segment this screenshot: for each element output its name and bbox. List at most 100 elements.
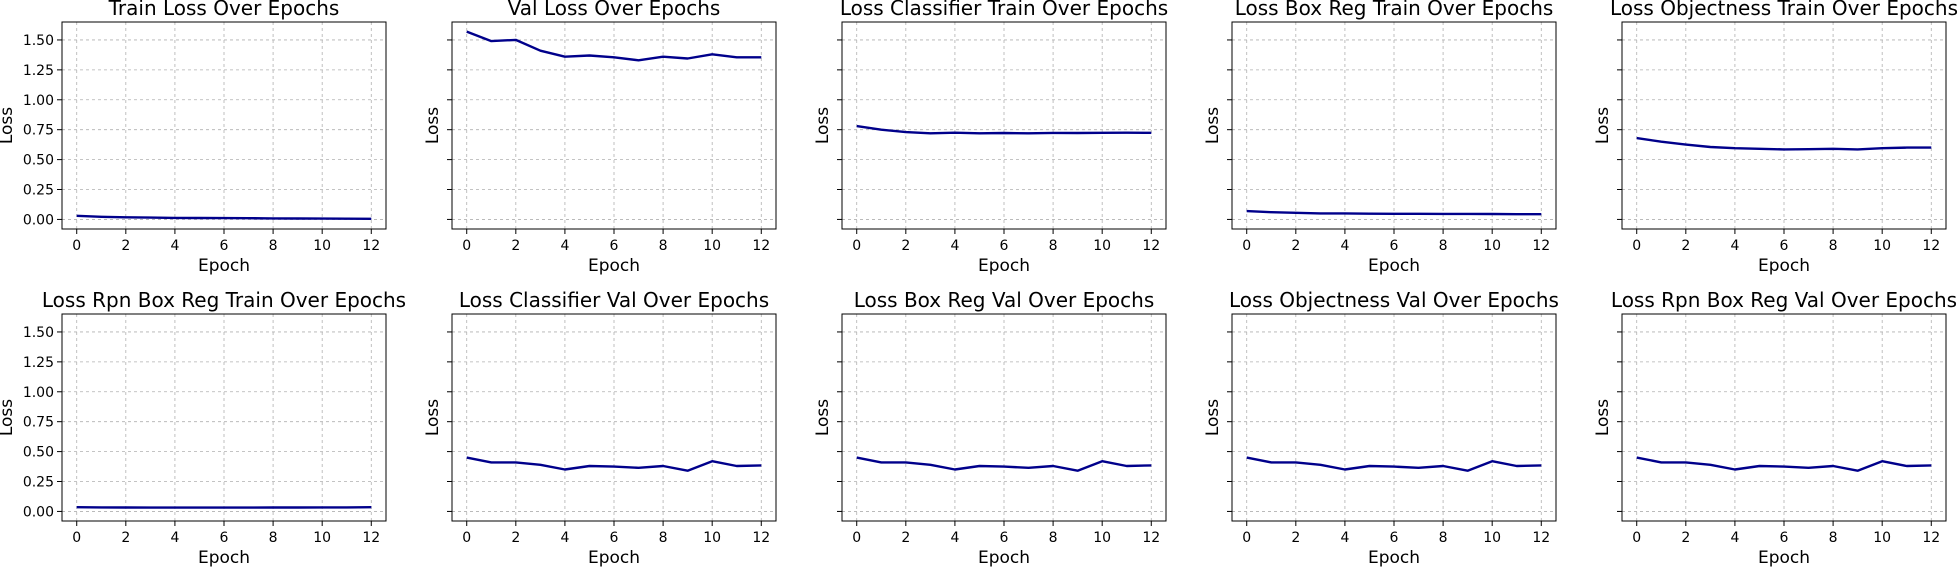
x-tick-label: 2 bbox=[1291, 530, 1300, 546]
x-tick-label: 4 bbox=[170, 530, 179, 546]
x-tick-label: 12 bbox=[752, 238, 770, 254]
x-tick-label: 8 bbox=[1049, 238, 1058, 254]
x-tick-label: 2 bbox=[511, 530, 520, 546]
y-tick-label: 1.50 bbox=[23, 325, 54, 341]
x-tick-label: 10 bbox=[1093, 238, 1111, 254]
chart-title: Train Loss Over Epochs bbox=[108, 0, 340, 20]
x-tick-label: 8 bbox=[269, 530, 278, 546]
plot-border bbox=[1621, 313, 1947, 522]
x-tick-label: 12 bbox=[1922, 530, 1940, 546]
x-tick-label: 12 bbox=[362, 238, 380, 254]
plot-border bbox=[841, 21, 1167, 230]
x-tick-label: 2 bbox=[1681, 238, 1690, 254]
x-tick-label: 12 bbox=[1532, 530, 1550, 546]
x-axis-label: Epoch bbox=[978, 548, 1030, 568]
y-axis-label: Loss bbox=[423, 107, 443, 144]
x-tick-label: 12 bbox=[1532, 238, 1550, 254]
x-axis-label: Epoch bbox=[198, 256, 250, 276]
plot-border bbox=[61, 21, 387, 230]
chart-panel-2: 0 2 4 6 8 10 12 Val Loss Over Epochs Epoch Loss bbox=[423, 0, 777, 276]
chart-title: Loss Box Reg Val Over Epochs bbox=[854, 288, 1155, 312]
x-tick-label: 4 bbox=[950, 530, 959, 546]
chart-panel-5: 0 2 4 6 8 10 12 Loss Objectness Train Over Epoc… bbox=[1593, 0, 1958, 276]
x-tick-label: 4 bbox=[170, 238, 179, 254]
y-tick-label: 0.25 bbox=[23, 475, 54, 491]
y-tick-label: 0.75 bbox=[23, 123, 54, 139]
chart-title: Loss Rpn Box Reg Train Over Epochs bbox=[42, 288, 406, 312]
x-tick-label: 12 bbox=[1922, 238, 1940, 254]
x-tick-label: 6 bbox=[1000, 530, 1009, 546]
x-tick-label: 10 bbox=[703, 238, 721, 254]
x-tick-label: 4 bbox=[560, 530, 569, 546]
y-tick-label: 0.75 bbox=[23, 415, 54, 431]
chart-title: Loss Objectness Train Over Epochs bbox=[1610, 0, 1958, 20]
x-tick-label: 6 bbox=[220, 530, 229, 546]
x-tick-label: 6 bbox=[610, 530, 619, 546]
x-tick-label: 8 bbox=[1829, 530, 1838, 546]
y-axis-label: Loss bbox=[423, 399, 443, 436]
x-tick-label: 8 bbox=[1049, 530, 1058, 546]
x-tick-label: 4 bbox=[1340, 238, 1349, 254]
x-tick-label: 8 bbox=[269, 238, 278, 254]
series-line bbox=[856, 456, 1152, 472]
x-tick-label: 0 bbox=[72, 238, 81, 254]
y-tick-label: 1.00 bbox=[23, 385, 54, 401]
chart-title: Loss Classifier Val Over Epochs bbox=[459, 288, 769, 312]
x-tick-label: 12 bbox=[752, 530, 770, 546]
x-tick-label: 2 bbox=[901, 238, 910, 254]
plot-border bbox=[1621, 21, 1947, 230]
y-axis-label: Loss bbox=[1593, 107, 1613, 144]
x-tick-label: 4 bbox=[950, 238, 959, 254]
x-tick-label: 6 bbox=[1390, 530, 1399, 546]
y-tick-label: 0.50 bbox=[23, 153, 54, 169]
x-tick-label: 0 bbox=[462, 238, 471, 254]
plot-border bbox=[61, 313, 387, 522]
x-tick-label: 10 bbox=[1483, 238, 1501, 254]
x-tick-label: 0 bbox=[1242, 530, 1251, 546]
series-line bbox=[1636, 136, 1932, 151]
x-axis-label: Epoch bbox=[1368, 256, 1420, 276]
x-tick-label: 10 bbox=[703, 530, 721, 546]
series-line bbox=[466, 456, 762, 472]
x-tick-label: 8 bbox=[1439, 530, 1448, 546]
chart-title: Loss Box Reg Train Over Epochs bbox=[1235, 0, 1554, 20]
x-tick-label: 10 bbox=[1873, 238, 1891, 254]
x-tick-label: 6 bbox=[1780, 238, 1789, 254]
x-tick-label: 12 bbox=[1142, 238, 1160, 254]
chart-panel-3: 0 2 4 6 8 10 12 Loss Classifier Train Over Epoc… bbox=[813, 0, 1168, 276]
x-axis-label: Epoch bbox=[198, 548, 250, 568]
y-tick-label: 1.00 bbox=[23, 93, 54, 109]
x-axis-label: Epoch bbox=[588, 548, 640, 568]
plot-border bbox=[451, 21, 777, 230]
y-axis-label: Loss bbox=[0, 399, 17, 436]
x-tick-label: 2 bbox=[1681, 530, 1690, 546]
x-axis-label: Epoch bbox=[1758, 548, 1810, 568]
chart-panel-6: 0 2 4 6 8 10 12 0.00 0.25 0.50 0.75 1.00 1.25 1.50 Los… bbox=[0, 288, 406, 568]
chart-panel-9: 0 2 4 6 8 10 12 Loss Objectness Val Over Epochs… bbox=[1203, 288, 1559, 568]
y-tick-label: 1.50 bbox=[23, 33, 54, 49]
x-axis-label: Epoch bbox=[1758, 256, 1810, 276]
x-tick-label: 2 bbox=[121, 238, 130, 254]
x-axis-label: Epoch bbox=[1368, 548, 1420, 568]
x-tick-label: 6 bbox=[1000, 238, 1009, 254]
y-tick-label: 0.00 bbox=[23, 504, 54, 520]
x-tick-label: 6 bbox=[1780, 530, 1789, 546]
series-line bbox=[1246, 209, 1542, 216]
x-tick-label: 6 bbox=[1390, 238, 1399, 254]
x-tick-label: 10 bbox=[1483, 530, 1501, 546]
y-tick-label: 0.00 bbox=[23, 212, 54, 228]
x-axis-label: Epoch bbox=[588, 256, 640, 276]
series-line bbox=[1246, 456, 1542, 472]
chart-panel-7: 0 2 4 6 8 10 12 Loss Classifier Val Over Epochs… bbox=[423, 288, 777, 568]
chart-title: Loss Rpn Box Reg Val Over Epochs bbox=[1611, 288, 1957, 312]
series-line bbox=[76, 214, 372, 220]
x-tick-label: 12 bbox=[362, 530, 380, 546]
series-line bbox=[856, 124, 1152, 135]
x-tick-label: 0 bbox=[1632, 238, 1641, 254]
x-tick-label: 6 bbox=[220, 238, 229, 254]
plot-border bbox=[451, 313, 777, 522]
x-tick-label: 10 bbox=[313, 530, 331, 546]
chart-panel-1: 0 2 4 6 8 10 12 0.00 0.25 0.50 0.75 1.00 1.25 1.50 Tra… bbox=[0, 0, 387, 276]
y-axis-label: Loss bbox=[813, 107, 833, 144]
